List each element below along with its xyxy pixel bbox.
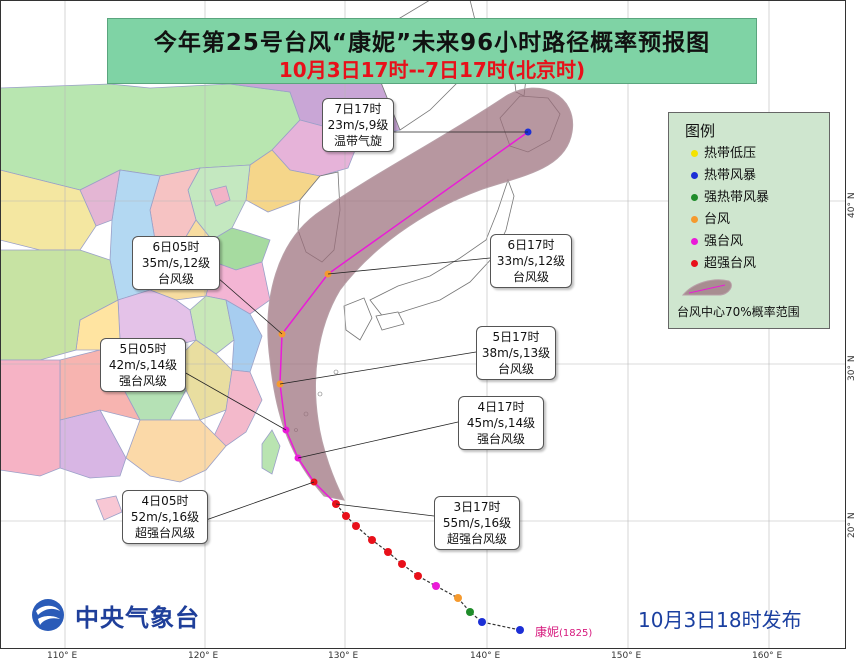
bottom-axis-strip [0,648,860,664]
callout-time: 4日17时 [477,400,525,414]
callout-time: 7日17时 [334,102,382,116]
callout-wind: 33m/s,12级 [496,254,566,268]
callout-time: 6日17时 [507,238,555,252]
callout-d4-05: 4日05时 52m/s,16级 超强台风级 [122,490,208,544]
callout-time: 4日05时 [141,494,189,508]
past-track-points [332,500,524,634]
callout-wind: 45m/s,14级 [466,416,536,430]
callout-wind: 55m/s,16级 [442,516,512,530]
legend-label: 强热带风暴 [704,190,770,205]
legend-label: 超强台风 [704,256,757,271]
storm-label: 康妮(1825) [535,623,592,640]
legend-item-sts: 强热带风暴 [691,189,769,207]
japan-honshu [369,178,515,319]
callout-level: 台风级 [157,272,194,286]
lon-label: 120° E [188,651,219,661]
green-dot-icon [691,194,698,201]
legend-title: 图例 [685,122,716,140]
callout-wind: 38m/s,13级 [481,346,551,360]
storm-name: 康妮 [535,625,560,639]
callout-level: 强台风级 [476,432,525,446]
map-border [0,0,846,649]
lon-label: 160° E [752,651,783,661]
lon-label: 110° E [47,651,78,661]
callout-d3-17: 3日17时 55m/s,16级 超强台风级 [434,496,520,550]
callout-level: 超强台风级 [446,532,507,546]
blue-dot-icon [691,172,698,179]
callout-time: 6日05时 [152,240,200,254]
page-subtitle: 10月3日17时--7日17时(北京时) [278,58,586,82]
callout-d5-17: 5日17时 38m/s,13级 台风级 [476,326,556,380]
lon-label: 150° E [611,651,642,661]
legend-panel: 图例 热带低压 热带风暴 强热带风暴 台风 强台风 超强台风 台风中心70%概率… [668,112,830,329]
province-yunnan [0,359,61,477]
callout-d6-17: 6日17时 33m/s,12级 台风级 [490,234,572,288]
yellow-dot-icon [691,150,698,157]
callout-wind: 23m/s,9级 [327,118,389,132]
japan-kyushu [343,297,373,341]
callout-wind: 35m/s,12级 [141,256,211,270]
page-title: 今年第25号台风“康妮”未来96小时路径概率预报图 [153,30,711,56]
callout-level: 强台风级 [118,374,167,388]
cma-logo-icon [32,599,64,631]
storm-code: (1825) [559,628,593,639]
callout-d5-05: 5日05时 42m/s,14级 强台风级 [100,338,186,392]
lon-label: 130° E [328,651,359,661]
agency-name: 中央气象台 [75,604,200,632]
callout-d6-05: 6日05时 35m/s,12级 台风级 [132,236,220,290]
legend-label: 热带风暴 [704,168,757,183]
callout-leaders [183,131,528,521]
legend-label: 台风 [704,212,731,227]
lat-label: 20° N [847,512,857,538]
legend-item-sty: 强台风 [691,233,743,251]
callout-wind: 52m/s,16级 [130,510,200,524]
legend-item-ts: 热带风暴 [691,167,756,185]
legend-item-superty: 超强台风 [691,255,756,273]
legend-item-ty: 台风 [691,211,730,229]
magenta-dot-icon [691,238,698,245]
forecast-track [279,131,529,505]
red-dot-icon [691,260,698,267]
right-axis-strip [845,0,860,648]
legend-item-td: 热带低压 [691,145,756,163]
callout-time: 3日17时 [453,500,501,514]
province-gansu [0,169,97,251]
lon-label: 140° E [470,651,501,661]
province-taiwan [261,429,281,475]
lat-label: 30° N [847,355,857,381]
callout-time: 5日05时 [119,342,167,356]
callout-d4-17: 4日17时 45m/s,14级 强台风级 [458,396,544,450]
callout-level: 台风级 [497,362,534,376]
callout-time: 5日17时 [492,330,540,344]
callout-level: 超强台风级 [134,526,195,540]
province-guangdong [125,419,227,483]
cone-icon [681,279,732,296]
legend-label: 强台风 [704,234,744,249]
legend-cone-label: 台风中心70%概率范围 [677,305,800,319]
orange-dot-icon [691,216,698,223]
callout-level: 台风级 [512,270,549,284]
title-box: 今年第25号台风“康妮”未来96小时路径概率预报图 10月3日17时--7日17… [107,18,757,84]
japan-shikoku [375,311,405,331]
lat-label: 40° N [847,192,857,218]
callout-wind: 42m/s,14级 [108,358,178,372]
legend-label: 热带低压 [704,146,757,161]
callout-level: 温带气旋 [333,134,382,148]
callout-d7-17: 7日17时 23m/s,9级 温带气旋 [322,98,394,152]
issued-time: 10月3日18时发布 [638,608,802,632]
